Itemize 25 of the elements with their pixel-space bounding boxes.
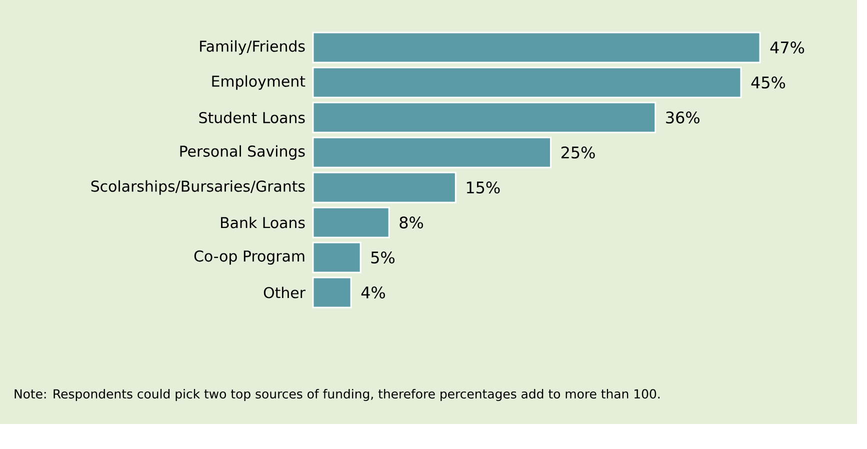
bar	[312, 66, 742, 98]
bar	[312, 102, 656, 134]
y-tick-label: Co-op Program	[194, 250, 304, 265]
data-label: 8%	[400, 216, 424, 229]
data-label: 45%	[751, 76, 786, 89]
data-label: 4%	[361, 286, 385, 299]
bar	[312, 32, 761, 64]
y-tick-label: Bank Loans	[221, 216, 305, 228]
bar	[312, 276, 352, 308]
y-tick-label: Personal Savings	[180, 145, 305, 160]
bar	[312, 136, 552, 168]
data-label: 36%	[666, 111, 700, 124]
bar	[312, 206, 390, 238]
data-label: 5%	[371, 251, 394, 264]
y-tick-label: Family/Friends	[200, 40, 305, 55]
y-tick-label: Student Loans	[199, 112, 305, 124]
y-tick-label: Employment	[212, 75, 306, 90]
data-label: 25%	[561, 146, 595, 159]
y-tick-label: Other	[264, 286, 306, 298]
data-label: 47%	[770, 41, 804, 54]
text: Note: Respondents could pick two top sources of funding, therefore percentages add to more than 100.	[14, 388, 660, 402]
y-tick-label: Scolarships/Bursaries/Grants	[91, 180, 305, 195]
bar	[312, 172, 456, 204]
bar	[312, 242, 362, 274]
data-label: 15%	[466, 181, 500, 194]
